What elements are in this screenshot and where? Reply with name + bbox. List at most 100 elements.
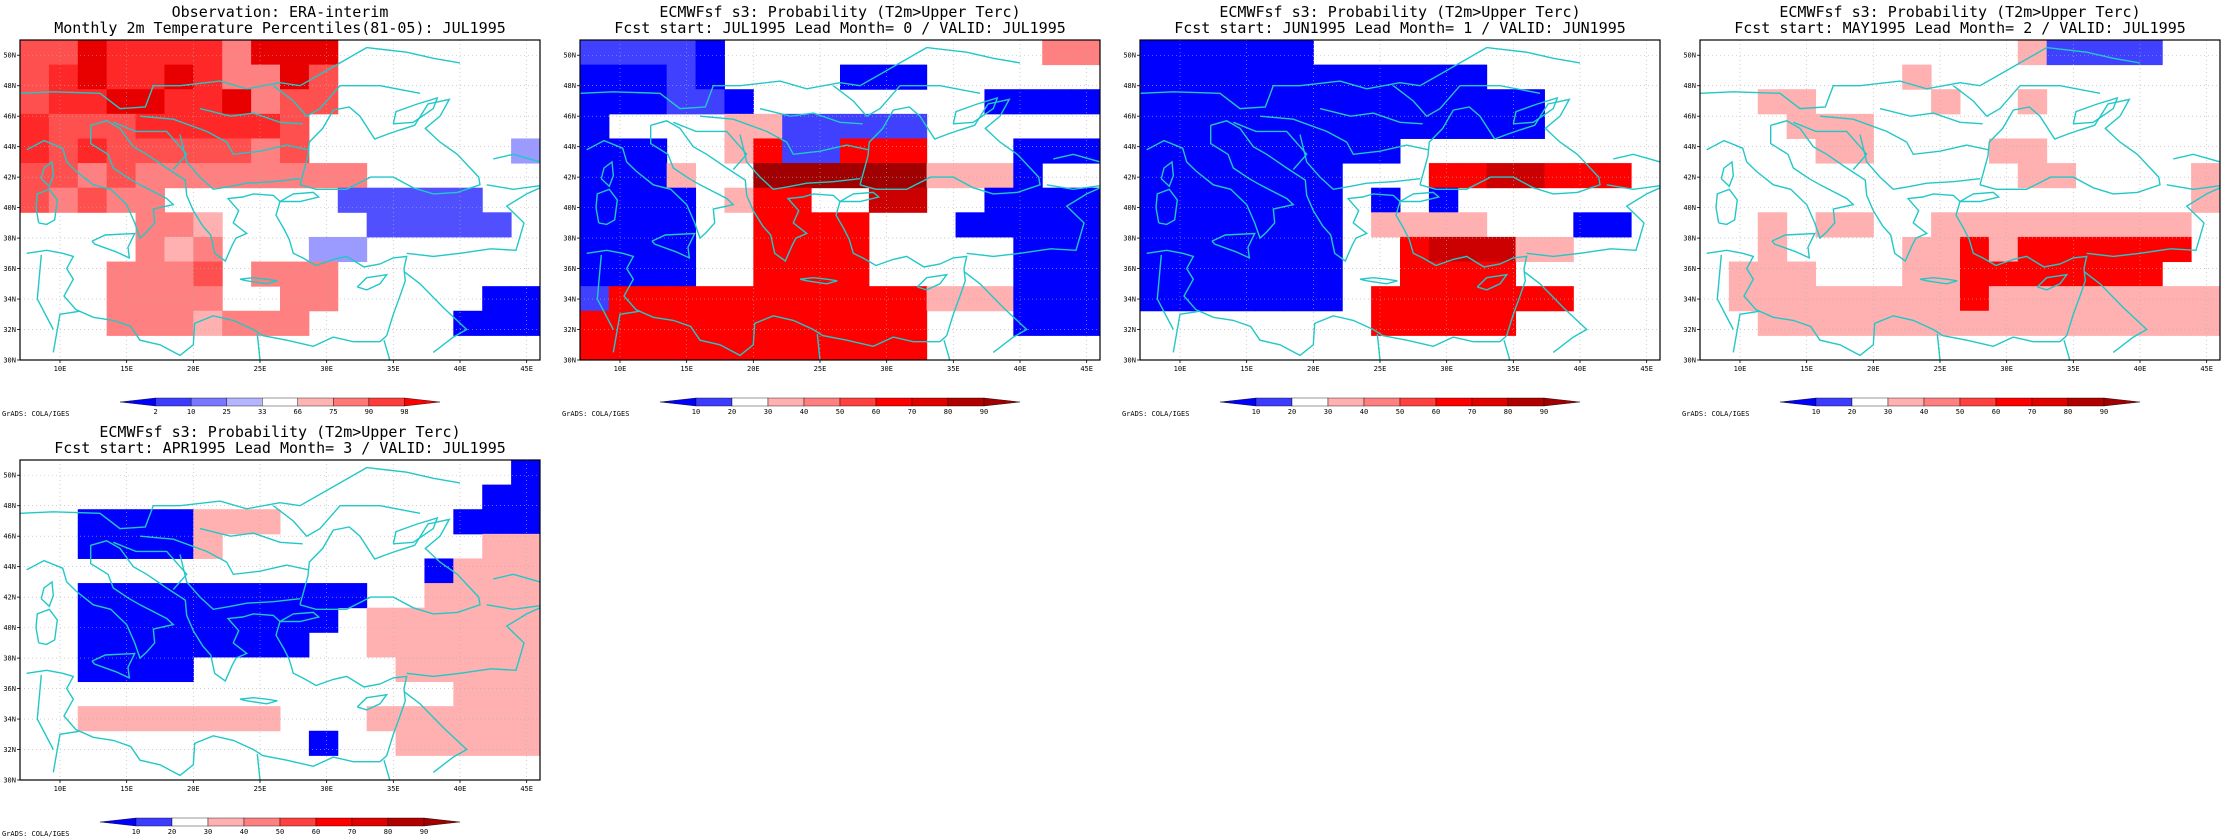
grid-cell (106, 138, 137, 164)
coastline (199, 527, 303, 545)
grid-cell (453, 583, 483, 609)
grid-cell (1486, 89, 1517, 115)
coastline (1476, 273, 1509, 291)
grid-cell (1313, 113, 1343, 139)
grid-cell (580, 335, 610, 360)
grid-cell (308, 286, 339, 312)
coastline (403, 271, 468, 353)
coastline (1503, 340, 1511, 360)
grid-cell (1371, 286, 1401, 312)
grid-cell (1931, 236, 1961, 263)
grid-cell (106, 64, 137, 90)
coastline (356, 693, 389, 711)
grid-cell (840, 236, 870, 263)
colorbar-label: 50 (1396, 408, 1404, 416)
grid-cell (2046, 212, 2077, 238)
grid-cell (1197, 187, 1228, 213)
colorbar-label: 40 (1360, 408, 1368, 416)
grid-cell (135, 163, 165, 189)
grid-cell (753, 261, 783, 287)
coastline (52, 730, 81, 773)
panel-title: ECMWFsf s3: Probability (T2m>Upper Terc) (99, 423, 461, 441)
grid-cell (1168, 261, 1199, 287)
coastline (299, 98, 481, 195)
grid-cell (1428, 261, 1459, 287)
lat-tick-label: 48N (1683, 82, 1696, 90)
lat-tick-label: 36N (563, 265, 576, 273)
grid-cell (251, 310, 281, 336)
grid-cell (1844, 113, 1874, 139)
grid-cell (1400, 286, 1430, 312)
grid-cell (840, 113, 870, 139)
colorbar-label: 33 (258, 408, 266, 416)
colorbar-segment (1327, 397, 1365, 407)
grid-cell (897, 163, 928, 189)
grid-cell (724, 286, 754, 312)
grid-cell (2017, 236, 2048, 263)
grid-cell (666, 64, 697, 90)
lat-tick-label: 44N (3, 563, 16, 571)
colorbar-label: 70 (348, 828, 356, 836)
lon-tick-label: 35E (387, 365, 400, 373)
colorbar-segment (333, 397, 370, 407)
colorbar-segment (226, 397, 263, 407)
grid-cell (724, 113, 754, 139)
grid-cell (1757, 261, 1788, 287)
colorbar-segment (155, 397, 192, 407)
grid-cell (106, 286, 137, 312)
grid-cell (2162, 286, 2192, 312)
colorbar-segment (695, 397, 733, 407)
lat-tick-label: 46N (1683, 113, 1696, 121)
colorbar-segment (404, 397, 441, 407)
lat-tick-label: 40N (3, 624, 16, 632)
colorbar-label: 10 (1812, 408, 1820, 416)
lat-tick-label: 36N (1123, 265, 1136, 273)
grid-cell (251, 509, 281, 535)
grid-cell (77, 632, 108, 658)
grid-cell (984, 212, 1014, 238)
coastline (383, 340, 391, 360)
grid-cell (1573, 212, 1603, 238)
grid-cell (251, 163, 281, 189)
coastline (1160, 160, 1175, 188)
grid-cell (1400, 212, 1430, 238)
grid-cell (1255, 212, 1285, 238)
coastline (1259, 115, 1429, 156)
lat-tick-label: 30N (1683, 357, 1696, 365)
grid-cell (337, 187, 368, 213)
grid-cell (1168, 40, 1199, 66)
grid-cell (724, 310, 754, 336)
lat-tick-label: 30N (1123, 357, 1136, 365)
lon-tick-label: 25E (254, 785, 267, 793)
coastline (595, 188, 619, 226)
grid-cell (453, 730, 483, 756)
grid-cell (782, 335, 812, 360)
grid-cell (106, 706, 137, 732)
grid-cell (453, 706, 483, 732)
coastline (952, 96, 999, 125)
colorbar-label: 90 (420, 828, 428, 836)
panel-subtitle: Fcst start: JUN1995 Lead Month= 1 / VALI… (1174, 19, 1626, 37)
coastline (553, 529, 560, 625)
lat-tick-label: 38N (1683, 235, 1696, 243)
grid-cell (337, 163, 368, 189)
colorbar-segment (243, 817, 281, 827)
grid-cell (511, 310, 540, 336)
grid-cell (251, 632, 281, 658)
grid-cell (482, 706, 512, 732)
grid-cell (106, 533, 137, 559)
grid-cell (1168, 187, 1199, 213)
grid-cell (337, 583, 368, 609)
grid-cell (106, 261, 137, 287)
grid-cell (1602, 212, 1632, 238)
grid-cell (1902, 310, 1932, 336)
lat-tick-label: 44N (563, 143, 576, 151)
grid-cell (395, 212, 425, 238)
grid-cell (1168, 212, 1199, 238)
grid-cell (666, 286, 697, 312)
grid-cell (482, 607, 512, 633)
colorbar-label: 30 (1884, 408, 1892, 416)
grid-cell (395, 730, 425, 756)
grid-cell (1013, 89, 1043, 115)
coastline (1146, 125, 1295, 240)
